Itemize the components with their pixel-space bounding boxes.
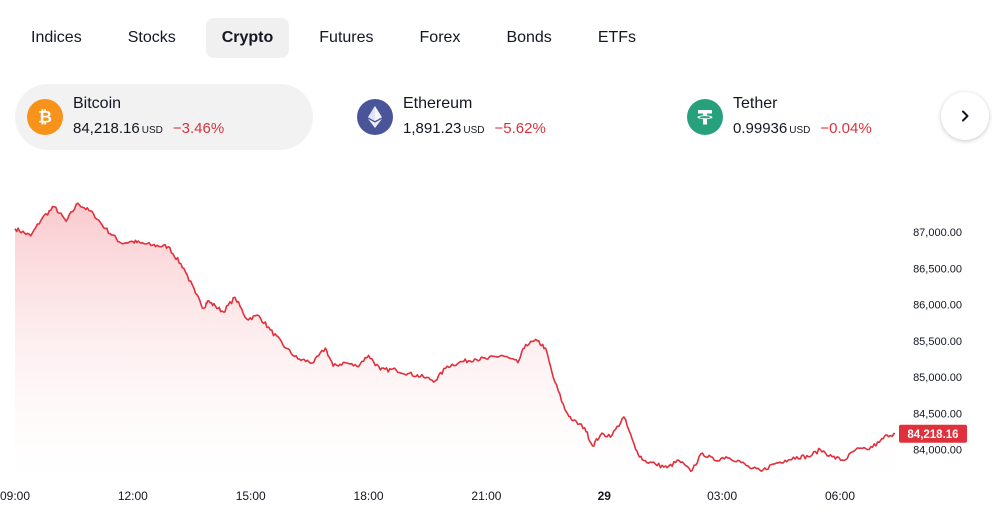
y-tick-label: 84,500.00 <box>913 408 962 420</box>
y-tick-label: 87,000.00 <box>913 227 962 239</box>
asset-quote: 84,218.16 USD −3.46% <box>73 120 224 140</box>
chevron-right-icon <box>962 110 969 122</box>
asset-price: 0.99936 <box>733 120 788 137</box>
bitcoin-icon: ₿ <box>27 99 63 135</box>
x-tick-label: 15:00 <box>236 489 266 503</box>
carousel-next-button[interactable] <box>941 92 989 140</box>
tether-icon <box>687 99 723 135</box>
tab-etfs[interactable]: ETFs <box>597 29 637 46</box>
asset-change: −0.04% <box>820 120 872 137</box>
x-tick-label: 06:00 <box>825 489 855 503</box>
asset-card-tether[interactable]: Tether 0.99936 USD −0.04% <box>675 84 973 150</box>
asset-name: Tether <box>733 95 778 112</box>
asset-card-bitcoin[interactable]: ₿ Bitcoin 84,218.16 USD −3.46% <box>15 84 313 150</box>
x-tick-label: 03:00 <box>707 489 737 503</box>
asset-price: 1,891.23 <box>403 120 462 137</box>
x-tick-label: 18:00 <box>354 489 384 503</box>
tab-stocks[interactable]: Stocks <box>127 29 176 46</box>
svg-text:₿: ₿ <box>38 108 52 127</box>
tab-crypto[interactable]: Crypto <box>205 18 290 58</box>
asset-quote: 0.99936 USD −0.04% <box>733 120 872 140</box>
price-chart-svg: 87,000.00 86,500.00 86,000.00 85,500.00 85,0… <box>0 202 967 503</box>
asset-change: −3.46% <box>172 120 225 137</box>
asset-info: Bitcoin 84,218.16 USD −3.46% <box>73 94 224 140</box>
asset-card-ethereum[interactable]: Ethereum 1,891.23 USD −5.62% <box>345 84 643 150</box>
market-tabs: Indices Stocks Crypto Futures Forex Bonds ETFs <box>15 18 666 58</box>
asset-change: −5.62% <box>494 120 546 137</box>
asset-price: 84,218.16 <box>73 120 140 137</box>
ethereum-icon <box>357 99 393 135</box>
x-tick-label: 12:00 <box>118 489 148 503</box>
tab-futures[interactable]: Futures <box>319 29 374 46</box>
asset-currency: USD <box>463 125 485 136</box>
asset-currency: USD <box>141 125 163 136</box>
asset-carousel: ₿ Bitcoin 84,218.16 USD −3.46% Ethereum 1,891.… <box>15 84 935 150</box>
y-tick-label: 84,000.00 <box>913 445 962 457</box>
y-tick-label: 86,000.00 <box>913 300 962 312</box>
asset-name: Bitcoin <box>73 95 122 112</box>
asset-quote: 1,891.23 USD −5.62% <box>403 120 546 140</box>
y-tick-label: 85,000.00 <box>913 372 962 384</box>
x-tick-label: 29 <box>598 489 612 503</box>
y-tick-label: 86,500.00 <box>913 263 962 275</box>
tab-indices[interactable]: Indices <box>31 29 82 46</box>
asset-info: Tether 0.99936 USD −0.04% <box>733 94 872 140</box>
x-tick-label: 09:00 <box>0 489 30 503</box>
asset-info: Ethereum 1,891.23 USD −5.62% <box>403 94 546 140</box>
price-chart[interactable]: 87,000.00 86,500.00 86,000.00 85,500.00 85,0… <box>0 180 992 532</box>
asset-name: Ethereum <box>403 95 473 112</box>
last-price-tag <box>899 424 967 443</box>
x-tick-label: 21:00 <box>471 489 501 503</box>
y-tick-label: 85,500.00 <box>913 336 962 348</box>
tab-bonds[interactable]: Bonds <box>506 29 552 46</box>
tab-forex[interactable]: Forex <box>419 29 461 46</box>
last-price-label: 84,218.16 <box>907 429 958 441</box>
price-line <box>14 202 896 473</box>
price-area-fill <box>15 203 895 480</box>
asset-currency: USD <box>789 125 811 136</box>
